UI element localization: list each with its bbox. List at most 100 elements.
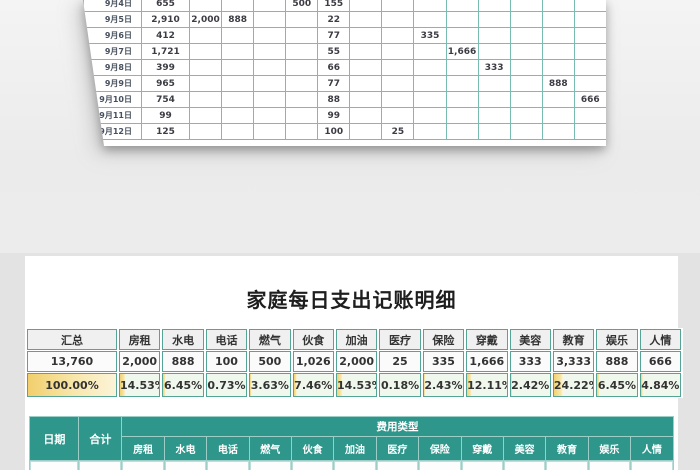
sheet-amount-cell bbox=[221, 123, 255, 140]
sheet-amount-cell bbox=[477, 75, 511, 92]
grand-percent-cell: 100.00% bbox=[27, 373, 117, 397]
sheet-amount-cell: 55 bbox=[317, 43, 351, 60]
sheet-amount-cell bbox=[509, 107, 543, 124]
sheet-amount-cell bbox=[188, 123, 223, 140]
sheet-amount-cell bbox=[477, 43, 511, 60]
sheet-amount-cell bbox=[188, 91, 223, 108]
detail-empty-row bbox=[30, 461, 673, 470]
category-header: 穿戴 bbox=[466, 329, 508, 350]
summary-value-row: 13,760 2,000 888 100 500 1,026 2,000 25 335 1,666… bbox=[27, 351, 682, 372]
sheet-total-cell: 754 bbox=[141, 91, 190, 108]
category-percent-cell: 0.73% bbox=[205, 373, 248, 397]
sheet-amount-cell bbox=[413, 91, 447, 108]
sheet-total-cell: 125 bbox=[141, 123, 190, 140]
detail-category-header: 美容 bbox=[503, 437, 546, 460]
sheet-amount-cell bbox=[253, 27, 287, 44]
category-total-cell: 1,666 bbox=[466, 351, 508, 372]
sheet-amount-cell bbox=[573, 107, 606, 124]
sheet-amount-cell bbox=[541, 27, 575, 44]
sheet-amount-cell bbox=[285, 123, 319, 140]
sheet-row: 9月4日 655 500 155 bbox=[83, 0, 606, 12]
detail-empty-cell bbox=[249, 461, 291, 470]
category-percent-cell: 2.43% bbox=[422, 373, 465, 397]
detail-empty-cell bbox=[588, 461, 631, 470]
sheet-amount-cell bbox=[221, 91, 255, 108]
sheet-amount-cell bbox=[413, 0, 447, 12]
sheet-amount-cell bbox=[413, 107, 447, 124]
category-percent-cell: 3.63% bbox=[249, 373, 291, 397]
sheet-amount-cell bbox=[188, 75, 223, 92]
category-total-cell: 100 bbox=[205, 351, 248, 372]
detail-empty-cell bbox=[631, 461, 673, 470]
category-header: 房租 bbox=[119, 329, 161, 350]
category-header: 电话 bbox=[205, 329, 248, 350]
sheet-amount-cell: 22 bbox=[317, 11, 351, 28]
total-column-header: 合计 bbox=[79, 417, 122, 460]
category-percent-cell: 7.46% bbox=[292, 373, 334, 397]
sheet-amount-cell bbox=[253, 11, 287, 28]
sheet-date-cell: 9月8日 bbox=[83, 59, 142, 76]
category-total-cell: 888 bbox=[596, 351, 638, 372]
sheet-amount-cell bbox=[509, 91, 543, 108]
sheet-date-cell: 9月4日 bbox=[83, 0, 142, 12]
sheet-amount-cell: 888 bbox=[221, 11, 255, 28]
sheet-amount-cell bbox=[541, 0, 575, 12]
category-header: 人情 bbox=[639, 329, 682, 350]
sheet-row: 9月10日 754 88 666 bbox=[83, 91, 606, 108]
sheet-amount-cell: 335 bbox=[413, 27, 447, 44]
sheet-amount-cell: 155 bbox=[317, 0, 351, 12]
detail-category-header: 娱乐 bbox=[588, 437, 631, 460]
category-total-cell: 335 bbox=[422, 351, 465, 372]
sheet-amount-cell bbox=[445, 91, 479, 108]
sheet-amount-cell: 888 bbox=[541, 75, 575, 92]
sheet-amount-cell bbox=[381, 59, 415, 76]
sheet-amount-cell bbox=[509, 123, 543, 140]
sheet-amount-cell bbox=[445, 11, 479, 28]
category-header: 加油 bbox=[335, 329, 378, 350]
sheet-total-cell: 99 bbox=[141, 107, 190, 124]
sheet-amount-cell bbox=[413, 59, 447, 76]
sheet-total-cell: 412 bbox=[141, 27, 190, 44]
sheet-amount-cell bbox=[285, 59, 319, 76]
date-column-header: 日期 bbox=[30, 417, 79, 460]
sheet-amount-cell bbox=[285, 27, 319, 44]
sheet-amount-cell bbox=[349, 43, 383, 60]
category-header: 美容 bbox=[509, 329, 551, 350]
sheet-amount-cell bbox=[573, 43, 606, 60]
sheet-amount-cell bbox=[477, 11, 511, 28]
category-percent-cell: 4.84% bbox=[639, 373, 682, 397]
sheet-amount-cell bbox=[509, 0, 543, 12]
page-title: 家庭每日支出记账明细 bbox=[246, 288, 457, 312]
detail-category-header: 医疗 bbox=[376, 437, 419, 460]
sheet-amount-cell bbox=[221, 107, 255, 124]
sheet-amount-cell: 1,666 bbox=[445, 43, 479, 60]
sheet-amount-cell bbox=[188, 27, 223, 44]
category-percent-cell: 2.42% bbox=[509, 373, 551, 397]
sheet-amount-cell bbox=[285, 107, 319, 124]
sheet-amount-cell: 2,000 bbox=[188, 11, 223, 28]
sheet-amount-cell: 100 bbox=[317, 123, 351, 140]
detail-header-row-2: 房租 水电 电话 燃气 伙食 加油 医疗 保险 穿戴 美容 教育 娱乐 人情 bbox=[30, 437, 673, 460]
sheet-amount-cell bbox=[541, 107, 575, 124]
sheet-amount-cell bbox=[253, 91, 287, 108]
sheet-total-cell: 2,910 bbox=[141, 11, 190, 28]
sheet-amount-cell bbox=[285, 91, 319, 108]
sheet-amount-cell bbox=[509, 75, 543, 92]
category-total-cell: 1,026 bbox=[292, 351, 334, 372]
detail-empty-cell bbox=[79, 461, 122, 470]
detail-empty-cell bbox=[30, 461, 79, 470]
category-percent-cell: 24.22% bbox=[552, 373, 595, 397]
summary-table: 汇总 房租 水电 电话 燃气 伙食 加油 医疗 保险 穿戴 美容 教育 娱乐 人情 13,760 2,000… bbox=[25, 328, 684, 398]
detail-empty-cell bbox=[164, 461, 207, 470]
sheet-amount-cell: 500 bbox=[285, 0, 319, 12]
sheet-date-cell: 9月12日 bbox=[83, 123, 142, 140]
sheet-amount-cell bbox=[573, 27, 606, 44]
sheet-total-cell: 655 bbox=[141, 0, 190, 12]
hero-background: 9月4日 655 500 155 9月5日 2,910 2,000 888 22 9月6日 412 7… bbox=[0, 0, 700, 253]
sheet-amount-cell bbox=[221, 43, 255, 60]
sheet-amount-cell bbox=[253, 107, 287, 124]
sheet-amount-cell bbox=[188, 107, 223, 124]
sheet-amount-cell bbox=[188, 0, 223, 12]
sheet-amount-cell bbox=[349, 59, 383, 76]
sheet-date-cell: 9月9日 bbox=[83, 75, 142, 92]
